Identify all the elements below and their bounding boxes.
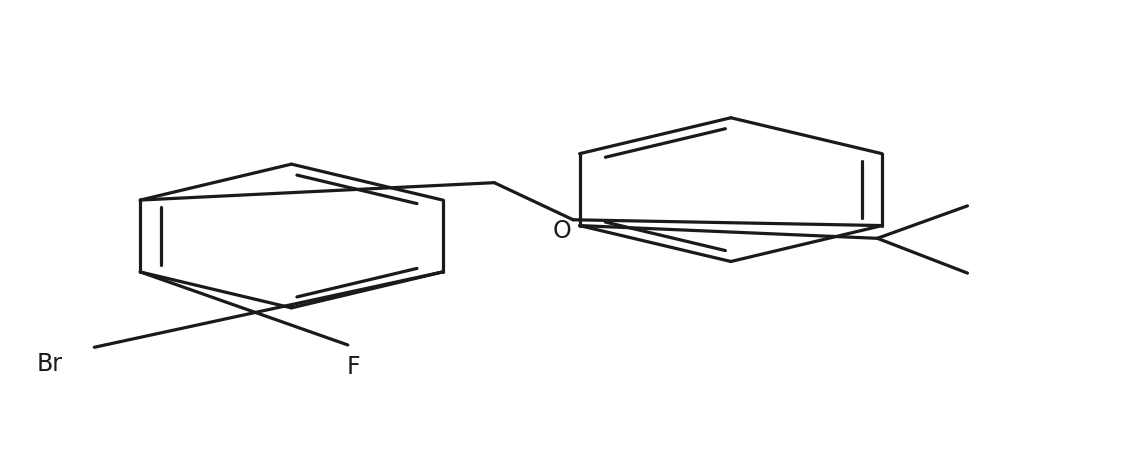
Text: Br: Br (36, 352, 62, 376)
Text: O: O (553, 219, 571, 244)
Text: F: F (346, 355, 360, 379)
